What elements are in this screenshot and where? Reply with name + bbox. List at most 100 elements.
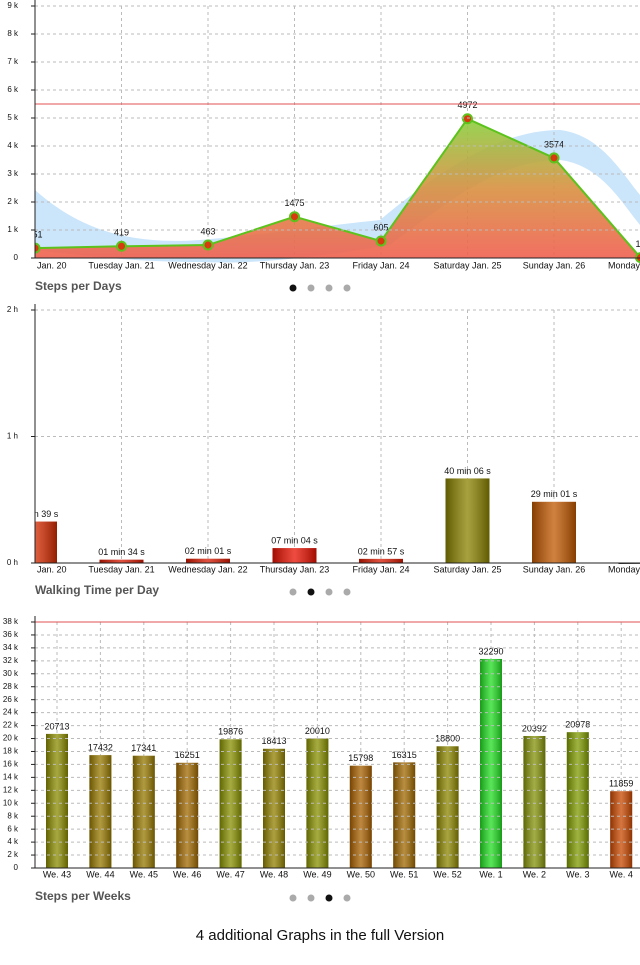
bar-shade — [89, 755, 111, 868]
data-label: 605 — [373, 222, 388, 232]
x-tick-label: Friday Jan. 24 — [352, 260, 409, 270]
y-tick-label: 2 h — [7, 305, 18, 314]
x-tick-label: Sunday Jan. 26 — [523, 564, 586, 574]
page-dot[interactable] — [326, 589, 333, 596]
data-label: 29 min 01 s — [531, 489, 578, 499]
y-tick-label: 8 k — [7, 29, 19, 38]
chart-title: Steps per Weeks — [35, 889, 131, 903]
y-tick-label: 9 k — [7, 1, 19, 10]
x-tick-label: We. 3 — [566, 869, 589, 879]
data-label: 13 — [635, 239, 640, 249]
page-dot[interactable] — [326, 285, 333, 292]
x-tick-label: Saturday Jan. 25 — [433, 564, 501, 574]
y-tick-label: 5 k — [7, 113, 19, 122]
x-tick-label: Thursday Jan. 23 — [260, 564, 330, 574]
chart: Jan. 20 Tuesday Jan. 21 Wednesday Jan. 22 T… — [12, 310, 640, 574]
y-tick-label: 1 h — [7, 432, 18, 441]
x-tick-label: We. 47 — [216, 869, 244, 879]
page-dot[interactable] — [308, 895, 315, 902]
page-dot[interactable] — [344, 895, 351, 902]
bar-shade — [186, 559, 230, 563]
data-label: 11859 — [609, 779, 633, 789]
x-tick-label: Jan. 20 — [37, 564, 67, 574]
bar-shade — [532, 502, 576, 563]
y-tick-label: 26 k — [3, 695, 19, 704]
chart-title: Steps per Days — [35, 279, 122, 293]
point — [463, 114, 472, 123]
x-tick-label: Jan. 20 — [37, 260, 67, 270]
data-label: 3574 — [544, 139, 564, 149]
data-label: 01 min 34 s — [98, 547, 145, 557]
y-tick-label: 2 k — [7, 850, 19, 859]
chart-title: Walking Time per Day — [35, 583, 159, 597]
x-tick-label: We. 50 — [347, 869, 375, 879]
y-tick-label: 8 k — [7, 811, 19, 820]
bar-shade — [523, 736, 545, 868]
data-label: 20010 — [305, 726, 330, 736]
y-tick-label: 0 — [14, 253, 19, 262]
y-tick-label: 1 k — [7, 225, 19, 234]
page-dot[interactable] — [344, 589, 351, 596]
y-tick-label: 34 k — [3, 643, 19, 652]
point — [204, 241, 213, 250]
page-dot[interactable] — [344, 285, 351, 292]
x-tick-label: We. 52 — [433, 869, 461, 879]
point — [550, 153, 559, 162]
bar-shade — [263, 749, 285, 868]
y-tick-label: 4 k — [7, 141, 19, 150]
x-tick-label: We. 44 — [86, 869, 114, 879]
data-label: 02 min 57 s — [358, 546, 405, 556]
page-dot[interactable] — [308, 589, 315, 596]
x-tick-label: We. 51 — [390, 869, 418, 879]
x-tick-label: Tuesday Jan. 21 — [88, 260, 154, 270]
y-tick-label: 30 k — [3, 669, 19, 678]
data-label: 1475 — [284, 198, 304, 208]
bar-shade — [46, 734, 68, 868]
point — [377, 237, 386, 246]
y-tick-label: 12 k — [3, 785, 19, 794]
x-tick-label: Monday — [608, 564, 640, 574]
x-tick-label: Monday — [608, 260, 640, 270]
page-dot[interactable] — [290, 895, 297, 902]
y-tick-label: 24 k — [3, 708, 19, 717]
x-tick-label: Wednesday Jan. 22 — [168, 260, 247, 270]
bar-shade — [480, 659, 502, 868]
page-dot[interactable] — [290, 285, 297, 292]
x-tick-label: We. 43 — [43, 869, 71, 879]
bar-shade — [350, 766, 372, 868]
bar-shade — [176, 763, 198, 868]
y-tick-label: 22 k — [3, 721, 19, 730]
bar-shade — [393, 762, 415, 868]
bar-shade — [567, 732, 589, 868]
x-tick-label: Wednesday Jan. 22 — [168, 564, 247, 574]
data-label: 19876 — [218, 727, 243, 737]
data-label: 463 — [200, 226, 215, 236]
x-tick-label: We. 46 — [173, 869, 201, 879]
x-tick-label: Sunday Jan. 26 — [523, 260, 586, 270]
x-tick-label: We. 2 — [523, 869, 546, 879]
y-tick-label: 7 k — [7, 57, 19, 66]
x-tick-label: We. 49 — [303, 869, 331, 879]
y-tick-label: 20 k — [3, 734, 19, 743]
y-tick-label: 2 k — [7, 197, 19, 206]
y-tick-label: 6 k — [7, 85, 19, 94]
x-tick-label: We. 45 — [130, 869, 158, 879]
page-dot[interactable] — [326, 895, 333, 902]
y-tick-label: 28 k — [3, 682, 19, 691]
data-label: 20392 — [522, 723, 547, 733]
data-label: 18413 — [261, 736, 286, 746]
y-tick-label: 16 k — [3, 760, 19, 769]
page-dot[interactable] — [290, 589, 297, 596]
y-tick-label: 4 k — [7, 837, 19, 846]
x-tick-label: Tuesday Jan. 21 — [88, 564, 154, 574]
data-label: 419 — [114, 228, 129, 238]
y-tick-label: 0 h — [7, 558, 18, 567]
point — [117, 242, 126, 251]
x-tick-label: We. 1 — [479, 869, 502, 879]
point — [290, 212, 299, 221]
y-tick-label: 6 k — [7, 824, 19, 833]
data-label: 4972 — [457, 100, 477, 110]
y-tick-label: 18 k — [3, 747, 19, 756]
x-tick-label: We. 4 — [610, 869, 633, 879]
page-dot[interactable] — [308, 285, 315, 292]
